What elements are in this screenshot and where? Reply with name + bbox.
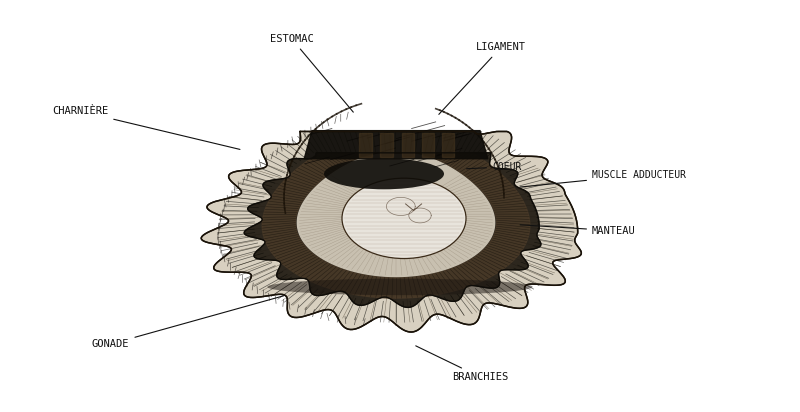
Text: BRANCHIES: BRANCHIES: [416, 346, 508, 382]
Ellipse shape: [324, 159, 444, 190]
Ellipse shape: [342, 178, 466, 259]
Polygon shape: [442, 133, 454, 157]
Polygon shape: [304, 131, 488, 159]
Text: MUSCLE ADDUCTEUR: MUSCLE ADDUCTEUR: [520, 170, 686, 187]
Text: ESTOMAC: ESTOMAC: [270, 34, 354, 112]
Text: COEUR: COEUR: [466, 162, 522, 172]
Polygon shape: [402, 133, 414, 157]
Polygon shape: [359, 133, 372, 157]
Polygon shape: [202, 131, 582, 332]
Text: GONADE: GONADE: [92, 296, 284, 349]
Text: CHARNIÈRE: CHARNIÈRE: [52, 106, 240, 150]
Polygon shape: [298, 154, 494, 276]
Text: MANTEAU: MANTEAU: [520, 225, 636, 236]
Polygon shape: [244, 153, 541, 307]
Polygon shape: [262, 154, 530, 298]
Ellipse shape: [267, 279, 533, 295]
Polygon shape: [380, 133, 393, 157]
Text: LIGAMENT: LIGAMENT: [439, 42, 526, 115]
Polygon shape: [422, 133, 434, 157]
